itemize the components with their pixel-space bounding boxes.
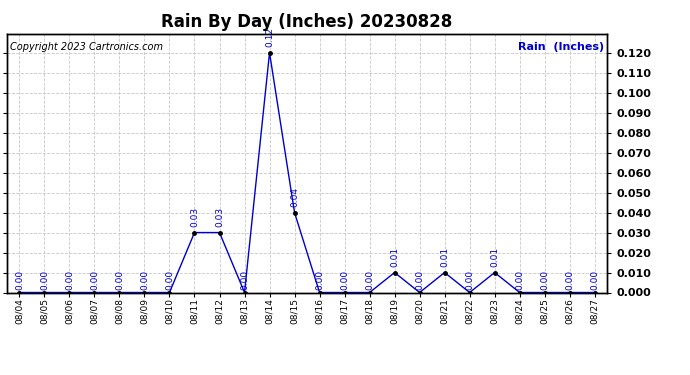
Text: Copyright 2023 Cartronics.com: Copyright 2023 Cartronics.com: [10, 42, 163, 51]
Text: 0.00: 0.00: [140, 270, 149, 290]
Text: 0.00: 0.00: [15, 270, 24, 290]
Text: 0.00: 0.00: [515, 270, 524, 290]
Text: 0.12: 0.12: [265, 27, 274, 47]
Text: 0.00: 0.00: [115, 270, 124, 290]
Text: 0.01: 0.01: [440, 247, 449, 267]
Text: 0.00: 0.00: [590, 270, 599, 290]
Text: 0.00: 0.00: [40, 270, 49, 290]
Text: 0.00: 0.00: [565, 270, 574, 290]
Text: 0.03: 0.03: [190, 207, 199, 227]
Text: 0.00: 0.00: [415, 270, 424, 290]
Text: 0.04: 0.04: [290, 187, 299, 207]
Text: 0.00: 0.00: [465, 270, 474, 290]
Text: 0.00: 0.00: [340, 270, 349, 290]
Text: 0.00: 0.00: [240, 270, 249, 290]
Text: 0.00: 0.00: [65, 270, 74, 290]
Text: 0.03: 0.03: [215, 207, 224, 227]
Text: 0.00: 0.00: [365, 270, 374, 290]
Text: 0.00: 0.00: [90, 270, 99, 290]
Title: Rain By Day (Inches) 20230828: Rain By Day (Inches) 20230828: [161, 13, 453, 31]
Text: 0.00: 0.00: [315, 270, 324, 290]
Text: 0.01: 0.01: [490, 247, 499, 267]
Text: 0.01: 0.01: [390, 247, 399, 267]
Text: 0.00: 0.00: [165, 270, 174, 290]
Text: Rain  (Inches): Rain (Inches): [518, 42, 604, 51]
Text: 0.00: 0.00: [540, 270, 549, 290]
